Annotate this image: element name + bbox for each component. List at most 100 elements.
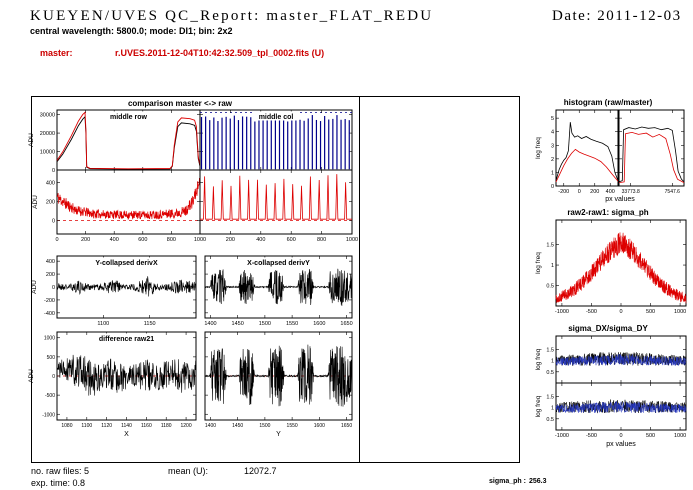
svg-text:0: 0 bbox=[55, 237, 58, 243]
svg-text:log freq: log freq bbox=[535, 137, 542, 159]
plot-histogram-master: 33773.8 7547.6 bbox=[618, 109, 685, 195]
svg-text:1200: 1200 bbox=[181, 423, 192, 429]
svg-text:ADU: ADU bbox=[28, 133, 35, 147]
plot-middle-col: middle col bbox=[199, 109, 353, 171]
svg-text:1600: 1600 bbox=[313, 321, 325, 327]
svg-text:1140: 1140 bbox=[121, 423, 132, 429]
svg-text:500: 500 bbox=[646, 309, 655, 315]
mean-label: mean (U): bbox=[168, 466, 209, 476]
svg-text:400: 400 bbox=[110, 237, 119, 243]
svg-text:800: 800 bbox=[167, 237, 176, 243]
svg-text:1000: 1000 bbox=[674, 309, 686, 315]
exp-time: exp. time: 0.8 bbox=[31, 478, 86, 488]
svg-text:1000: 1000 bbox=[44, 336, 55, 342]
svg-text:10000: 10000 bbox=[40, 150, 55, 156]
svg-text:-200: -200 bbox=[44, 298, 55, 304]
svg-text:difference raw21: difference raw21 bbox=[99, 336, 154, 343]
svg-text:1160: 1160 bbox=[141, 423, 152, 429]
svg-text:-500: -500 bbox=[45, 393, 55, 399]
svg-text:1120: 1120 bbox=[101, 423, 112, 429]
deriv-x-svg: 1100 1150 -400 -200 0 200 400 Y-collapsed deriv… bbox=[31, 255, 197, 327]
middle-col-2-svg: 200 400 600 800 1000 bbox=[199, 169, 358, 243]
svg-text:Y-collapsed derivX: Y-collapsed derivX bbox=[95, 260, 158, 267]
svg-text:0.5: 0.5 bbox=[546, 284, 554, 290]
sigma-ph-title: raw2-raw1: sigma_ph bbox=[567, 208, 649, 217]
diff-y-svg: 1400 1450 1500 1550 1600 1650 Y bbox=[204, 331, 353, 438]
svg-text:log freq: log freq bbox=[535, 348, 542, 370]
svg-text:1000: 1000 bbox=[346, 237, 358, 243]
plot-middle-row-residual: 0 200 400 600 800 1000 0 200 400 ADU bbox=[32, 169, 206, 243]
svg-text:500: 500 bbox=[47, 355, 56, 361]
svg-text:33773.8: 33773.8 bbox=[622, 189, 640, 195]
svg-text:1150: 1150 bbox=[144, 321, 156, 327]
svg-text:1080: 1080 bbox=[61, 423, 72, 429]
svg-text:log freq: log freq bbox=[535, 395, 542, 417]
plot-deriv-x: 1100 1150 -400 -200 0 200 400 Y-collapsed deriv… bbox=[31, 255, 197, 327]
svg-text:-1000: -1000 bbox=[42, 412, 55, 418]
svg-text:2: 2 bbox=[551, 157, 554, 163]
svg-text:Y: Y bbox=[276, 431, 281, 438]
svg-text:1550: 1550 bbox=[287, 423, 298, 429]
page-title: KUEYEN/UVES QC_Report: master_FLAT_REDU bbox=[30, 8, 434, 24]
deriv-y-svg: 1400 1450 1500 1550 1600 1650 X-collapsed deri… bbox=[204, 255, 353, 327]
svg-text:-400: -400 bbox=[44, 311, 55, 317]
svg-text:3: 3 bbox=[551, 143, 554, 149]
middle-col-svg: middle col bbox=[199, 109, 353, 171]
comparison-title: comparison master <-> raw bbox=[127, 99, 233, 108]
svg-text:1: 1 bbox=[551, 359, 554, 365]
svg-text:200: 200 bbox=[46, 272, 55, 278]
sigma-dx-svg: 0.5 1 1.5 log freq bbox=[535, 335, 687, 384]
svg-text:-500: -500 bbox=[586, 309, 597, 315]
svg-text:1000: 1000 bbox=[674, 433, 686, 439]
svg-text:0: 0 bbox=[52, 168, 55, 174]
sigma-dxdy-title: sigma_DX/sigma_DY bbox=[568, 324, 648, 333]
plot-middle-col-residual: 200 400 600 800 1000 bbox=[199, 169, 358, 243]
comparison-panel-box bbox=[31, 96, 520, 463]
svg-text:1450: 1450 bbox=[232, 321, 244, 327]
svg-text:600: 600 bbox=[138, 237, 147, 243]
svg-text:1450: 1450 bbox=[232, 423, 243, 429]
svg-text:1550: 1550 bbox=[286, 321, 298, 327]
histogram-panel-title: histogram (raw/master) bbox=[563, 98, 653, 107]
svg-text:ADU: ADU bbox=[31, 280, 38, 294]
svg-text:200: 200 bbox=[81, 237, 90, 243]
svg-text:-200: -200 bbox=[558, 189, 569, 195]
plot-difference-y: 1400 1450 1500 1550 1600 1650 Y bbox=[204, 331, 353, 438]
svg-text:1: 1 bbox=[551, 406, 554, 412]
svg-text:-1000: -1000 bbox=[555, 309, 569, 315]
sigma-ph-svg: -1000 -500 0 500 1000 0.5 1 1.5 log freq bbox=[535, 219, 687, 315]
svg-text:0: 0 bbox=[578, 189, 581, 195]
report-date: Date: 2011-12-03 bbox=[552, 8, 682, 24]
plot-difference-x: 1080 1100 1120 1140 1160 1180 1200 -1000 -500 0 50… bbox=[28, 331, 197, 438]
plot-sigma-dx: 0.5 1 1.5 log freq bbox=[535, 335, 687, 384]
svg-text:1180: 1180 bbox=[161, 423, 172, 429]
svg-text:1100: 1100 bbox=[97, 321, 109, 327]
svg-text:middle col: middle col bbox=[259, 114, 294, 121]
svg-text:400: 400 bbox=[46, 259, 55, 265]
svg-text:20000: 20000 bbox=[40, 131, 55, 137]
svg-text:0: 0 bbox=[52, 374, 55, 380]
svg-text:X: X bbox=[124, 431, 129, 438]
svg-text:middle row: middle row bbox=[110, 114, 148, 121]
svg-text:200: 200 bbox=[46, 200, 55, 206]
svg-text:1.5: 1.5 bbox=[546, 243, 554, 249]
svg-text:1: 1 bbox=[551, 263, 554, 269]
svg-text:200: 200 bbox=[590, 189, 599, 195]
svg-text:5: 5 bbox=[551, 116, 554, 122]
svg-text:1: 1 bbox=[551, 170, 554, 176]
svg-text:0.5: 0.5 bbox=[546, 417, 554, 423]
panel-divider bbox=[359, 96, 360, 462]
svg-text:1600: 1600 bbox=[314, 423, 325, 429]
svg-text:1500: 1500 bbox=[259, 423, 270, 429]
svg-text:200: 200 bbox=[226, 237, 235, 243]
svg-text:1400: 1400 bbox=[205, 423, 216, 429]
svg-text:400: 400 bbox=[606, 189, 615, 195]
svg-text:0: 0 bbox=[551, 184, 554, 190]
svg-text:4: 4 bbox=[551, 130, 554, 136]
svg-text:1.5: 1.5 bbox=[546, 347, 554, 353]
middle-row-2-svg: 0 200 400 600 800 1000 0 200 400 ADU bbox=[32, 169, 206, 243]
svg-text:0: 0 bbox=[52, 285, 55, 291]
svg-text:1000: 1000 bbox=[194, 237, 206, 243]
svg-text:0: 0 bbox=[52, 219, 55, 225]
svg-text:0.5: 0.5 bbox=[546, 370, 554, 376]
